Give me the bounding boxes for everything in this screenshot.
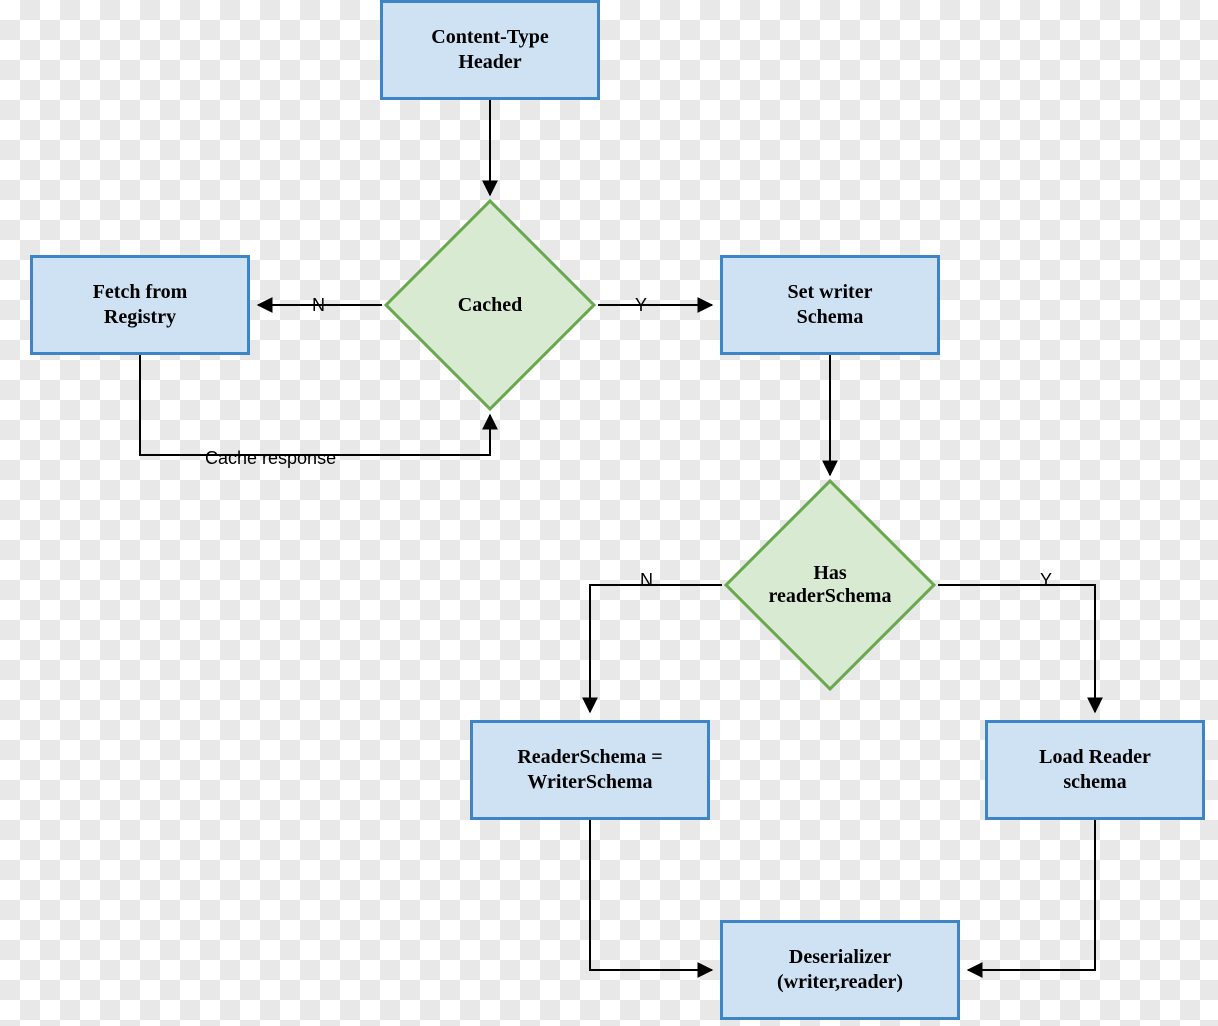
node-load_reader: Load Reader schema — [985, 720, 1205, 820]
edge-label-e6: N — [640, 570, 653, 591]
node-label: ReaderSchema = WriterSchema — [517, 745, 662, 795]
flowchart-canvas: Content-Type Header Cached Fetch from Regi… — [0, 0, 1218, 1026]
node-set_writer: Set writer Schema — [720, 255, 940, 355]
edge-e8 — [590, 820, 712, 970]
edge-e7 — [938, 585, 1095, 712]
node-content_type: Content-Type Header — [380, 0, 600, 100]
edge-label-e4: Cache response — [205, 448, 336, 469]
edge-e9 — [968, 820, 1095, 970]
node-rs_eq_ws: ReaderSchema = WriterSchema — [470, 720, 710, 820]
node-cached: Cached — [415, 230, 565, 380]
node-label: Cached — [458, 294, 522, 317]
edge-e6 — [590, 585, 722, 712]
node-label: Load Reader schema — [1039, 745, 1151, 795]
edge-label-e3: Y — [635, 295, 647, 316]
edges-layer — [0, 0, 1218, 1026]
node-label: Content-Type Header — [431, 25, 548, 75]
edge-label-e7: Y — [1040, 570, 1052, 591]
node-has_reader: Has readerSchema — [755, 510, 905, 660]
node-label: Has readerSchema — [769, 562, 892, 608]
edge-label-e2: N — [312, 295, 325, 316]
node-fetch: Fetch from Registry — [30, 255, 250, 355]
node-label: Fetch from Registry — [93, 280, 188, 330]
node-label: Deserializer (writer,reader) — [777, 945, 903, 995]
node-label: Set writer Schema — [788, 280, 873, 330]
node-deserializer: Deserializer (writer,reader) — [720, 920, 960, 1020]
